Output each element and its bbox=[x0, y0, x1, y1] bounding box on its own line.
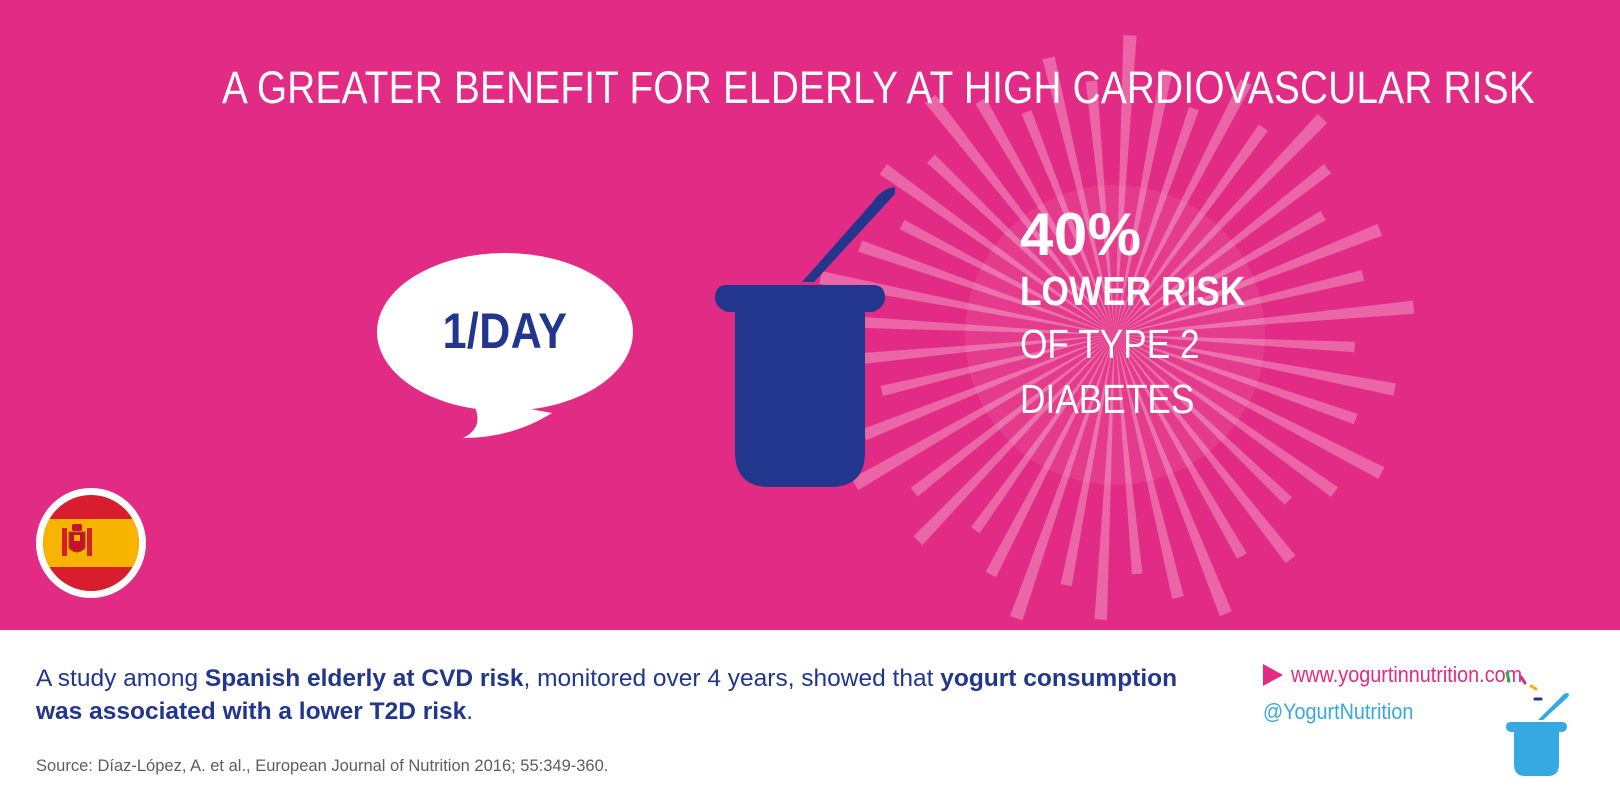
starburst-rays bbox=[819, 35, 1415, 621]
starburst-ray bbox=[819, 271, 1115, 335]
starburst-ray bbox=[1021, 110, 1115, 335]
footer-panel bbox=[0, 630, 1620, 810]
starburst-ray bbox=[1115, 335, 1247, 559]
headline: A GREATER BENEFIT FOR ELDERLY AT HIGH CA… bbox=[222, 62, 1535, 113]
study-summary: A study among Spanish elderly at CVD ris… bbox=[36, 662, 1216, 728]
yogurt-logo-icon bbox=[1505, 671, 1569, 776]
starburst-ray bbox=[927, 154, 1115, 335]
starburst-ray bbox=[1085, 80, 1115, 335]
study-bold-1: Spanish elderly at CVD risk bbox=[204, 665, 524, 692]
starburst-ray bbox=[1115, 335, 1296, 564]
study-text-3: . bbox=[466, 698, 474, 725]
starburst-ray bbox=[1115, 79, 1252, 335]
starburst-ray bbox=[1115, 35, 1137, 335]
starburst-ray bbox=[880, 335, 1115, 397]
hero-panel: A GREATER BENEFIT FOR ELDERLY AT HIGH CA… bbox=[0, 0, 1620, 630]
starburst-ray bbox=[899, 219, 1115, 335]
starburst-ray bbox=[975, 97, 1115, 336]
starburst-ray bbox=[851, 335, 1115, 491]
starburst-ray bbox=[925, 94, 1115, 335]
starburst-ray bbox=[858, 240, 1115, 335]
starburst-ray bbox=[1115, 335, 1385, 479]
starburst-ray bbox=[1010, 335, 1115, 621]
website-link[interactable]: www.yogurtinnutrition.com bbox=[1263, 660, 1548, 690]
social-handle[interactable]: @YogurtNutrition bbox=[1263, 699, 1414, 724]
starburst-ray bbox=[1115, 210, 1326, 335]
starburst-ray bbox=[1115, 113, 1328, 336]
starburst-ray bbox=[1115, 335, 1358, 425]
starburst-ray bbox=[1115, 335, 1184, 599]
starburst-ray bbox=[1060, 335, 1115, 587]
source-citation: Source: Díaz-López, A. et al., European … bbox=[36, 757, 609, 775]
starburst-ray bbox=[1115, 335, 1143, 575]
starburst-ray bbox=[1094, 335, 1115, 620]
starburst-ray bbox=[860, 316, 1115, 335]
starburst-ray bbox=[1115, 68, 1173, 336]
speech-bubble-icon bbox=[377, 253, 633, 438]
risk-label-line3: DIABETES bbox=[1020, 376, 1195, 422]
risk-label-line2: OF TYPE 2 bbox=[1020, 321, 1200, 367]
starburst-ray bbox=[910, 335, 1115, 497]
risk-label-bold: LOWER RISK bbox=[1020, 268, 1246, 314]
yogurt-cup-icon bbox=[715, 187, 895, 487]
spain-flag-icon bbox=[36, 488, 146, 598]
bubble-label: 1/DAY bbox=[442, 303, 568, 359]
play-arrow-icon bbox=[1263, 664, 1283, 686]
starburst-ray bbox=[1115, 270, 1365, 335]
study-text-2: , monitored over 4 years, showed that bbox=[523, 665, 941, 692]
starburst-ray bbox=[830, 335, 1115, 368]
starburst-ray bbox=[1115, 335, 1232, 617]
starburst-ray bbox=[1115, 106, 1199, 335]
study-text-1: A study among bbox=[36, 665, 205, 692]
starburst-ray bbox=[985, 335, 1115, 578]
starburst-glow bbox=[965, 185, 1265, 485]
website-url[interactable]: www.yogurtinnutrition.com bbox=[1291, 662, 1523, 687]
starburst-ray bbox=[1115, 164, 1332, 335]
starburst-ray bbox=[1115, 124, 1268, 336]
starburst-ray bbox=[1115, 335, 1338, 497]
starburst-ray bbox=[1115, 335, 1292, 505]
starburst-ray bbox=[1115, 223, 1383, 335]
starburst-ray bbox=[971, 335, 1115, 534]
study-bold-2: yogurt consumption was associated with a… bbox=[36, 665, 1178, 725]
starburst-ray bbox=[879, 164, 1115, 335]
starburst-ray bbox=[1115, 335, 1355, 353]
risk-percent: 40% bbox=[1020, 201, 1142, 268]
risk-callout: 40% LOWER RISK OF TYPE 2 DIABETES bbox=[1020, 205, 1282, 427]
starburst-ray bbox=[1115, 300, 1415, 335]
starburst-ray bbox=[862, 335, 1115, 441]
starburst-ray bbox=[913, 335, 1115, 546]
starburst-ray bbox=[1042, 56, 1115, 335]
starburst-ray bbox=[1115, 335, 1396, 396]
